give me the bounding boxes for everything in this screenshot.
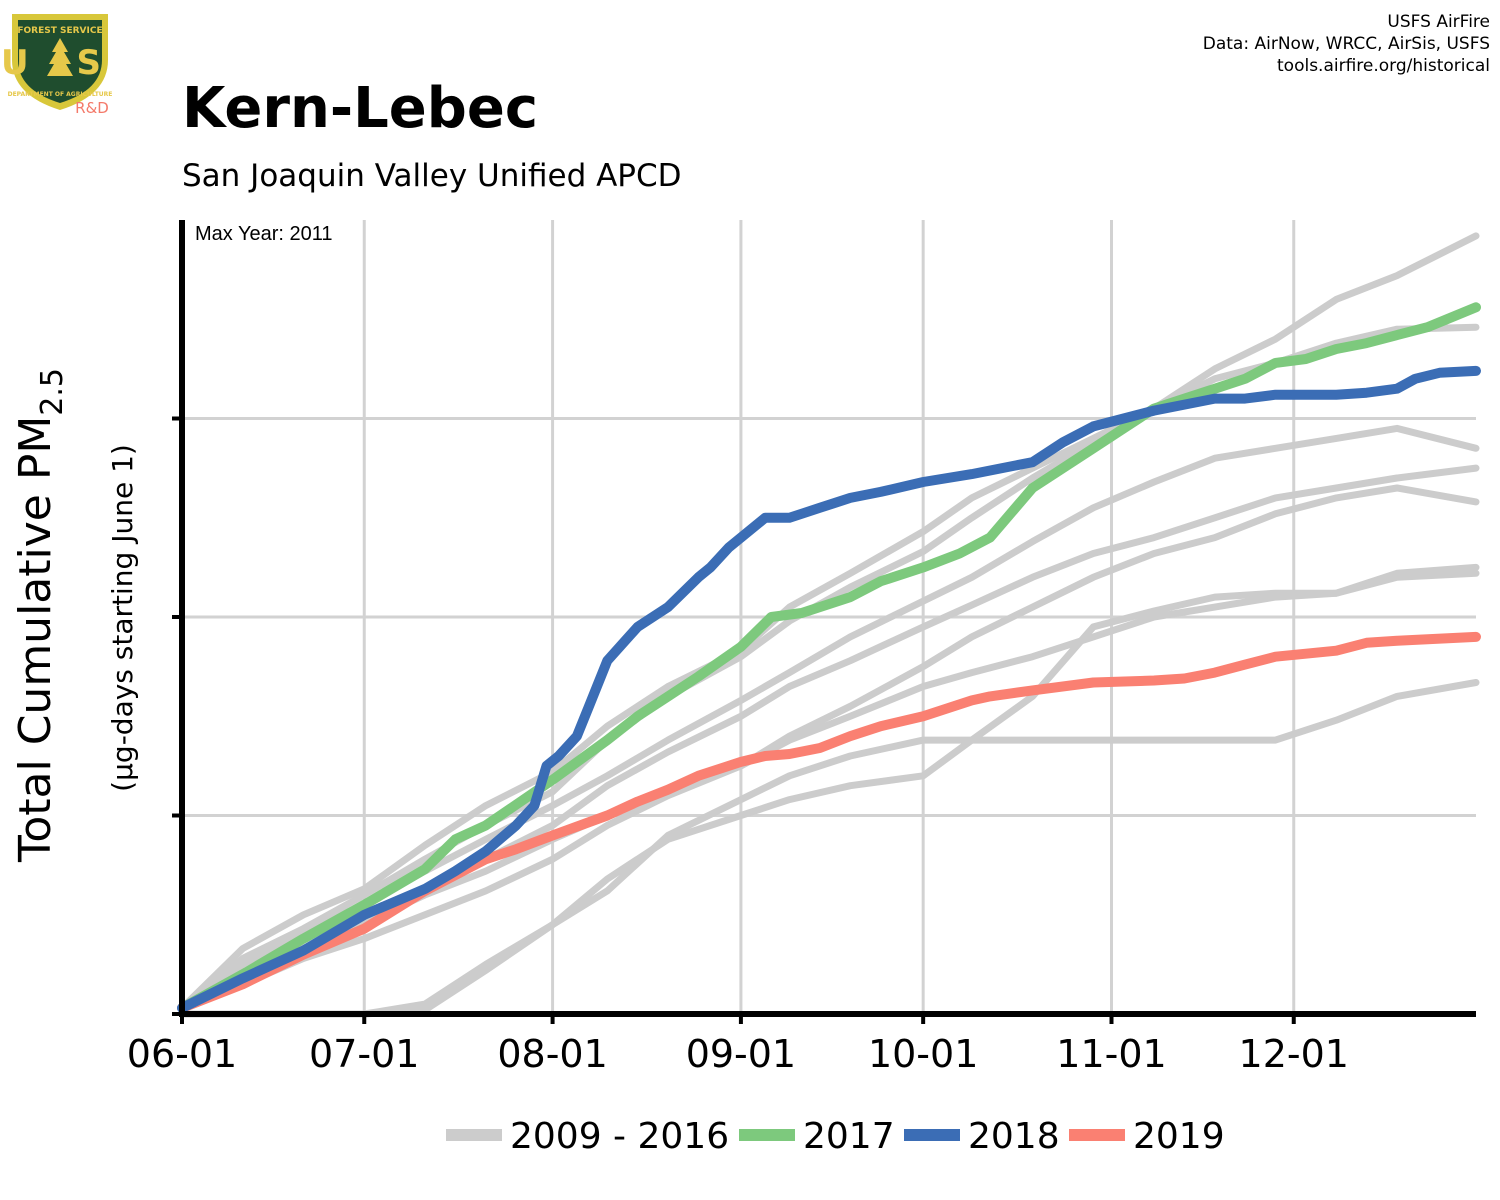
series-line-2019 [177,631,1481,1013]
y-axis-label: Total Cumulative PM2.5 [10,368,70,863]
chart-subtitle: San Joaquin Valley Unified APCD [182,158,682,194]
max-year-annotation: Max Year: 2011 [195,223,333,245]
y-axis-sublabel: (µg-days starting June 1) [106,444,139,792]
x-tick-label: 12-01 [1239,1032,1349,1076]
series-line-2018 [177,365,1481,1013]
legend-label-2018: 2018 [968,1116,1060,1157]
x-tick-label: 10-01 [868,1032,978,1076]
credit-line-1: USFS AirFire [1387,12,1490,32]
grid [182,220,1476,1014]
x-tick-label: 08-01 [497,1032,607,1076]
credit-line-3: tools.airfire.org/historical [1277,56,1490,76]
series-layer [177,232,1481,1018]
usfs-logo: FOREST SERVICE U S DEPARTMENT OF AGRICUL… [1,14,113,117]
credit-line-2: Data: AirNow, WRCC, AirSis, USFS [1203,34,1490,54]
x-tick-label: 09-01 [686,1032,796,1076]
x-tick-label: 11-01 [1056,1032,1166,1076]
series-line-history-0 [178,232,1480,1012]
legend-label-2019: 2019 [1133,1116,1225,1157]
tree-icon [47,38,73,76]
series-line-history-6 [178,569,1480,1018]
logo-rd: R&D [75,99,109,117]
legend-label-2017: 2017 [803,1116,895,1157]
x-tick-label: 07-01 [309,1032,419,1076]
y-axis-label-main: Total Cumulative PM [10,416,61,863]
series-line-history-5 [178,563,1480,1012]
chart-title: Kern-Lebec [182,76,538,141]
y-axis-label-subscript: 2.5 [35,368,70,416]
logo-top-text: FOREST SERVICE [17,26,102,36]
series-line-history-7 [178,679,1480,1018]
legend-label-history: 2009 - 2016 [510,1116,729,1157]
logo-bottom-text: DEPARTMENT OF AGRICULTURE [8,91,113,98]
x-tick-label: 06-01 [127,1032,237,1076]
legend: 2009 - 2016 2017 2018 2019 [446,1116,1225,1157]
axes [172,220,1476,1024]
x-tick-labels: 06-01 07-01 08-01 09-01 10-01 11-01 12-01 [127,1032,1349,1076]
series-line-2017 [177,302,1481,1013]
